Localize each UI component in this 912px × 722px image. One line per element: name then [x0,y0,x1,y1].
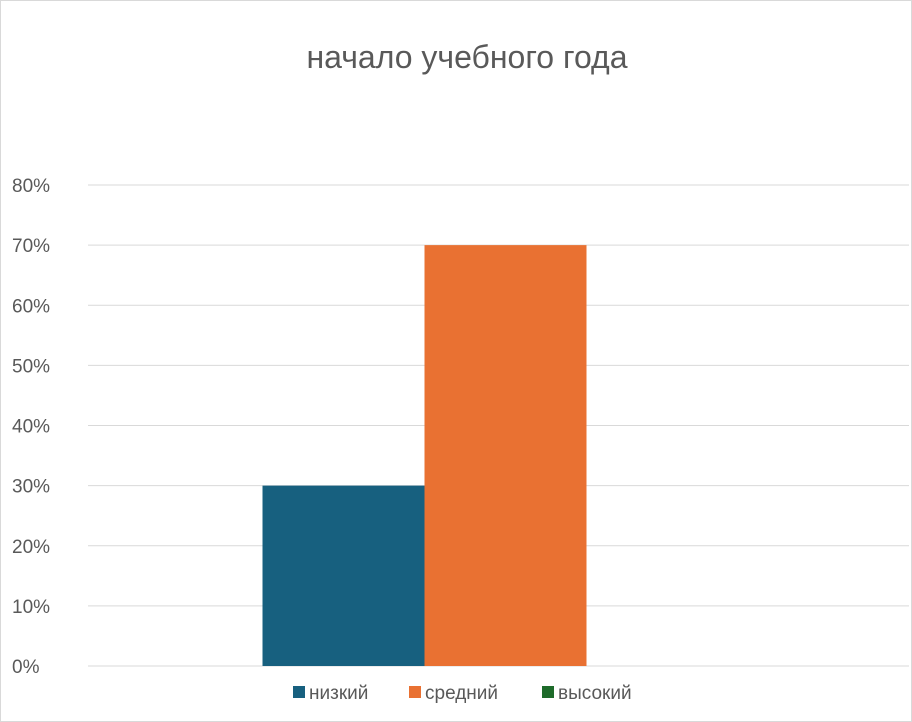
y-tick-label: 70% [12,236,50,257]
y-tick-label: 40% [12,417,50,438]
bar-средний [424,245,587,666]
legend-label: низкий [309,683,368,704]
y-tick-label: 20% [12,537,50,558]
legend: низкий средний высокий [293,683,632,704]
legend-swatch-icon [542,686,554,698]
y-tick-label: 10% [12,597,50,618]
legend-swatch-icon [409,686,421,698]
y-tick-label: 50% [12,356,50,377]
y-tick-label: 60% [12,296,50,317]
legend-swatch-icon [293,686,305,698]
bars [262,245,587,666]
bar-низкий [262,485,425,666]
y-tick-label: 0% [12,657,40,678]
legend-label: средний [425,683,498,704]
chart-title: начало учебного года [306,39,627,75]
y-axis-tick-labels: 0% 10% 20% 30% 40% 50% 60% 70% 80% [12,176,50,678]
legend-label: высокий [558,683,632,704]
y-tick-label: 30% [12,477,50,498]
y-tick-label: 80% [12,176,50,197]
